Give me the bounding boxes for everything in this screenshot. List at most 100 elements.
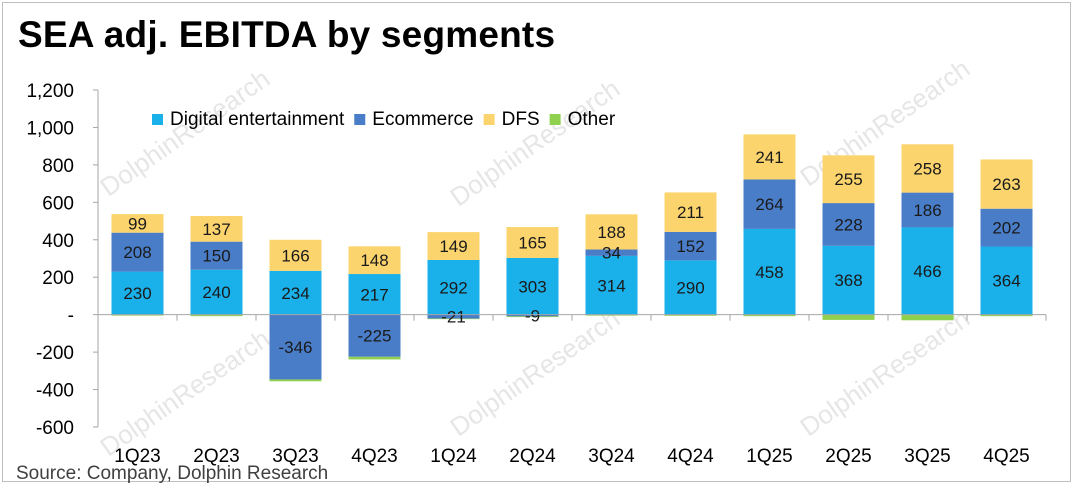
bar-segment: [506, 257, 559, 315]
y-tick-label: -400: [36, 381, 74, 402]
x-tick-label: 1Q25: [746, 446, 792, 467]
data-label: 240: [202, 283, 230, 302]
data-label: 202: [992, 219, 1020, 238]
y-tick-label: 200: [42, 268, 74, 289]
bar-segment: [269, 314, 322, 380]
data-label: 264: [755, 195, 783, 214]
bar-segment: [901, 227, 954, 315]
bar-segment: [664, 260, 717, 315]
chart-title: SEA adj. EBITDA by segments: [18, 14, 556, 55]
bar-segment: [427, 314, 480, 319]
data-label: 234: [281, 284, 309, 303]
bar-segment: [743, 228, 796, 315]
legend-swatch: [549, 114, 561, 125]
data-label: 152: [676, 237, 704, 256]
bar-segment: [190, 314, 243, 317]
bar-segment: [901, 314, 954, 321]
x-tick-label: 3Q23: [272, 446, 318, 467]
data-label: 211: [677, 203, 704, 222]
bar-segment: [190, 216, 243, 242]
data-label: 165: [518, 233, 546, 252]
watermark-text: DolphinResearch: [445, 73, 626, 212]
bar-segment: [980, 246, 1033, 315]
data-label: 186: [913, 201, 941, 220]
data-label: -9: [525, 307, 540, 326]
data-label: 137: [202, 220, 230, 239]
data-label: 364: [992, 272, 1020, 291]
source-note: Source: Company, Dolphin Research: [16, 463, 329, 484]
zero-axis-line: [97, 314, 1047, 321]
bar-segment: [980, 159, 1033, 209]
data-label: 148: [360, 251, 388, 270]
bar-segment: [822, 314, 875, 320]
x-tick-label: 2Q23: [193, 446, 239, 467]
data-label: 150: [202, 247, 230, 266]
y-tick-label: 1,000: [26, 118, 74, 139]
bar-segment: [980, 208, 1033, 247]
bar-segment: [427, 232, 480, 260]
x-tick-label: 4Q25: [983, 446, 1029, 467]
bar-segment: [190, 241, 243, 270]
data-label: 466: [913, 262, 941, 281]
x-tick-label: 1Q24: [430, 446, 477, 467]
x-tick-label: 2Q25: [825, 446, 871, 467]
bar-segment: [980, 314, 1033, 317]
bar-segment: [743, 179, 796, 229]
y-tick-label: -200: [36, 343, 74, 364]
data-label: 314: [597, 276, 625, 295]
bar-segment: [664, 314, 717, 316]
bar-segment: [901, 144, 954, 193]
data-label: 263: [992, 175, 1020, 194]
bar-segment: [822, 245, 875, 315]
y-tick-label: -600: [36, 418, 74, 439]
bar-segment: [190, 269, 243, 315]
data-label: 292: [439, 278, 467, 297]
watermark-text: DolphinResearch: [95, 63, 276, 202]
data-label: 230: [123, 284, 151, 303]
data-label: 368: [834, 271, 862, 290]
data-label: -346: [278, 338, 312, 357]
bar-segment: [269, 239, 322, 271]
bar-segment: [585, 249, 638, 256]
x-tick-label: 4Q24: [667, 446, 714, 467]
y-tick-label: 600: [42, 193, 74, 214]
bar-segment: [111, 232, 164, 272]
data-label: 149: [439, 237, 467, 256]
bar-segment: [743, 134, 796, 180]
legend-label: Other: [568, 109, 616, 130]
bar-segment: [585, 214, 638, 250]
data-label: 241: [755, 148, 783, 167]
data-label: 34: [602, 244, 621, 263]
bar-segment: [506, 314, 559, 317]
x-axis: 1Q23 2Q23 3Q23 4Q23 1Q24 2Q24 3Q24 4Q24 1Q25 2Q25…: [114, 446, 1029, 467]
legend-label: Digital entertainment: [170, 109, 345, 130]
x-tick-label: 3Q24: [588, 446, 635, 467]
legend-label: Ecommerce: [372, 109, 473, 130]
legend: Digital entertainment Ecommerce DFS Other: [152, 109, 616, 130]
data-label: 166: [281, 246, 309, 265]
data-label: 188: [597, 223, 625, 242]
watermark-text: DolphinResearch: [795, 303, 976, 442]
y-tick-label: 800: [42, 156, 74, 177]
bar-segment: [901, 192, 954, 228]
bar-segment: [111, 271, 164, 315]
watermark-text: DolphinResearch: [95, 323, 276, 462]
data-label: -21: [441, 308, 466, 327]
bar-segment: [664, 231, 717, 261]
x-tick-label: 1Q23: [114, 446, 160, 467]
legend-label: DFS: [502, 109, 540, 130]
bar-segment: [585, 255, 638, 315]
data-label: 255: [834, 170, 862, 189]
x-tick-label: 2Q24: [509, 446, 556, 467]
data-label: 228: [834, 215, 862, 234]
data-label: 303: [518, 277, 546, 296]
bars-layer: [111, 134, 1033, 382]
y-tick-label: 400: [42, 231, 74, 252]
data-label: 458: [755, 263, 783, 282]
bar-segment: [822, 203, 875, 246]
x-tick-label: 3Q25: [904, 446, 950, 467]
bar-segment: [427, 318, 480, 320]
bar-segment: [506, 227, 559, 258]
